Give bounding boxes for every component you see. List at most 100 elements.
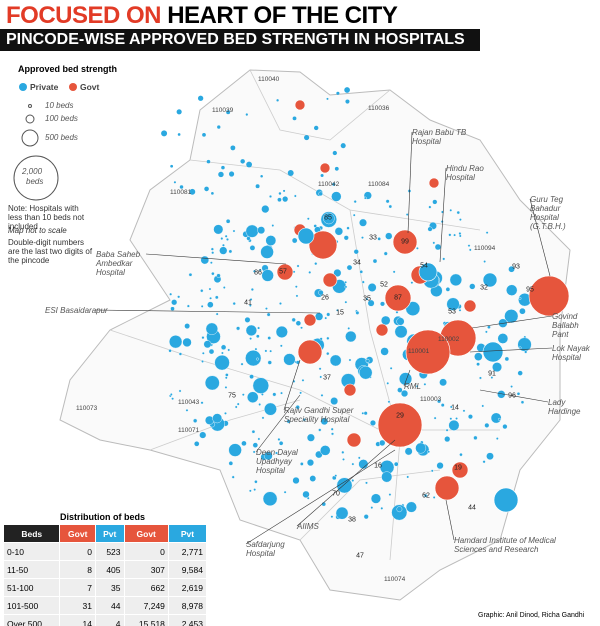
bubble-label: 33: [369, 234, 377, 242]
bubble-label: 99: [401, 238, 409, 246]
legend-swatch: [69, 83, 77, 91]
bubble-private: [357, 456, 361, 460]
bubble-label: 52: [380, 281, 388, 289]
bubble-govt: [346, 432, 362, 448]
bubble-private: [255, 184, 260, 189]
table-cell: 2,619: [167, 578, 208, 597]
bubble-private: [394, 325, 408, 339]
leader-line: [255, 394, 301, 453]
bubble-private: [169, 292, 173, 296]
bubble-private: [201, 351, 205, 355]
pincode-label: 110094: [474, 245, 496, 252]
bubble-private: [215, 312, 219, 316]
bubble-private: [440, 403, 445, 408]
leader-line: [445, 499, 455, 541]
bubble-private: [232, 229, 236, 233]
bubble-private: [476, 362, 480, 367]
bubble-private: [370, 493, 382, 504]
bubble-private: [253, 488, 257, 492]
bubble-private: [173, 181, 176, 184]
bubble-private: [234, 405, 238, 409]
bubble-private: [436, 462, 444, 470]
bubble-private: [170, 306, 175, 311]
bubble-govt: [322, 272, 338, 288]
bubble-private: [278, 192, 282, 195]
bubble-private: [247, 391, 259, 403]
bubble-private: [324, 316, 328, 320]
bubble-private: [184, 323, 191, 329]
bubble-private: [442, 257, 446, 261]
bubble-private: [314, 125, 319, 131]
bubble-private: [359, 270, 364, 274]
bubble-private: [249, 298, 253, 301]
bubble-private: [428, 205, 432, 209]
size-key-label: 100 beds: [45, 114, 78, 123]
leader-line: [245, 449, 396, 545]
table-cell: 7: [59, 578, 96, 597]
bubble-private: [474, 352, 483, 361]
bubble-private: [355, 310, 360, 315]
bubble-private: [406, 475, 410, 479]
bubble-private: [258, 403, 262, 406]
bubble-label: 47: [356, 552, 364, 560]
bubble-private: [344, 87, 350, 93]
bubble-private: [427, 450, 431, 454]
bubble-private: [352, 213, 356, 217]
bubble-private: [320, 173, 324, 178]
leader-line: [439, 167, 447, 263]
table-cell: 0: [59, 542, 96, 561]
bubble-private: [286, 419, 291, 424]
bubble-private: [260, 175, 263, 178]
bubble-private: [255, 334, 260, 339]
bubble-private: [320, 393, 324, 397]
bubble-private: [380, 506, 384, 510]
bubble-private: [484, 422, 490, 428]
bubble-private: [380, 347, 389, 356]
bubble-private: [334, 474, 338, 478]
bubble-label: 70: [332, 490, 340, 498]
bubble-private: [344, 300, 348, 304]
bubble-private: [458, 234, 462, 238]
bubble-private: [210, 247, 214, 251]
bubble-private: [383, 251, 388, 256]
bubble-private: [332, 150, 337, 156]
bubble-private: [200, 255, 210, 265]
bubble-private: [222, 286, 226, 289]
leader-line: [479, 389, 549, 403]
bubble-private: [280, 391, 283, 395]
bubble-private: [469, 283, 476, 290]
bubble-private: [524, 350, 528, 354]
table-header: Pvt: [94, 524, 125, 543]
bubble-label: 96: [508, 392, 516, 400]
bubble-private: [497, 333, 509, 344]
bubble-private: [300, 462, 304, 466]
bubble-private: [410, 281, 414, 285]
bubble-private: [493, 487, 519, 513]
bubble-private: [516, 392, 521, 396]
bubble-private: [295, 405, 300, 410]
bubble-private: [179, 185, 184, 189]
legend-swatch: [19, 83, 27, 91]
bubble-private: [263, 451, 273, 461]
bubble-private: [482, 341, 504, 363]
bubble-private: [262, 491, 278, 507]
table: Beds Govt Pvt Govt Pvt 0-10 0 523 0 2,771 11-50 8 40…: [2, 524, 208, 626]
bubble-private: [487, 325, 491, 330]
bubble-private: [385, 199, 390, 204]
bubble-private: [458, 308, 462, 312]
bubble-private: [241, 393, 245, 397]
leader-line: [471, 315, 553, 329]
bubble-private: [236, 402, 240, 406]
bubble-private: [326, 351, 330, 356]
bubble-private: [266, 312, 271, 317]
bubble-private: [245, 224, 259, 238]
pincode-label: 110001: [408, 348, 430, 355]
bubble-private: [332, 182, 336, 186]
note: Map not to scale: [8, 226, 67, 235]
bubble-private: [347, 326, 351, 330]
size-key-label: 2,000: [22, 167, 43, 176]
bubble-private: [392, 270, 396, 274]
bubble-private: [246, 161, 252, 168]
bubble-private: [225, 237, 229, 241]
bubble-private: [171, 299, 178, 306]
